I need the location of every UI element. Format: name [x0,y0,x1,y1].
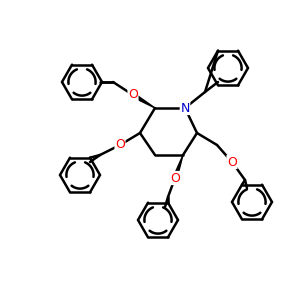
Text: N: N [180,101,190,115]
Text: O: O [128,88,138,101]
Polygon shape [173,155,183,179]
Text: O: O [115,139,125,152]
Polygon shape [132,93,155,108]
Text: O: O [227,155,237,169]
Text: O: O [170,172,180,184]
